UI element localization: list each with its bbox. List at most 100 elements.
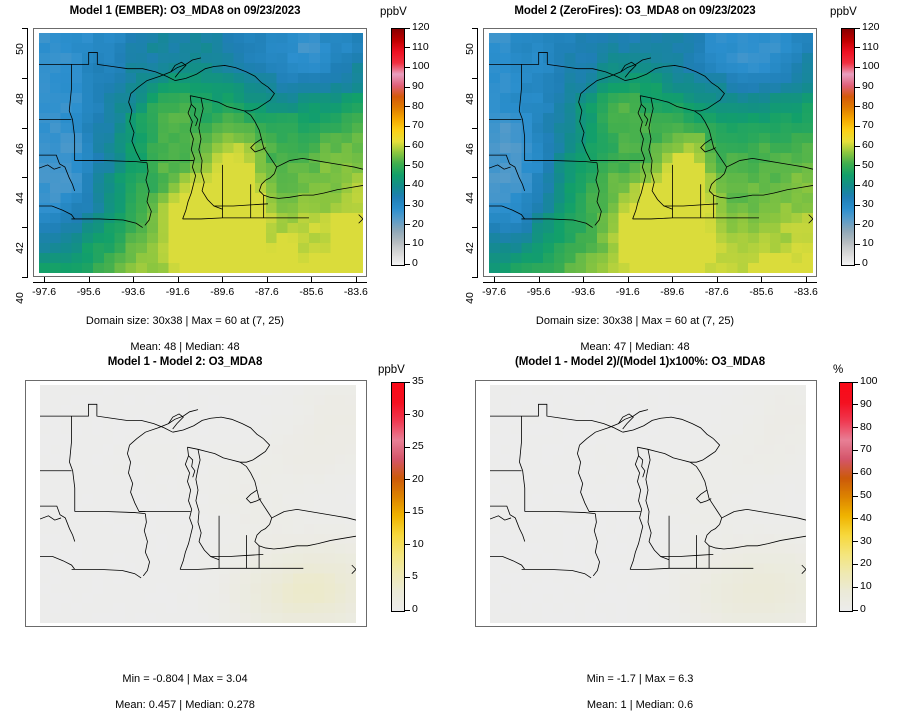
panel-diff-pct-colorbar-strip <box>839 382 853 612</box>
state-boundary-path <box>709 174 752 199</box>
state-boundary-path <box>191 104 197 126</box>
colorbar-tick <box>855 243 860 245</box>
x-axis-tick-label: -91.6 <box>165 286 190 298</box>
state-boundary-path <box>580 410 648 445</box>
x-axis-tick-label: -95.6 <box>526 286 551 298</box>
state-boundary-path <box>625 65 718 87</box>
colorbar-tick <box>855 106 860 108</box>
panel-diff-pct-colorbar-title: % <box>833 364 844 376</box>
state-boundary-path <box>240 439 269 463</box>
colorbar-tick-label: 35 <box>412 375 424 387</box>
state-boundary-path <box>189 456 195 477</box>
colorbar-tick-label: 60 <box>412 139 424 151</box>
y-axis-tick <box>22 277 28 278</box>
state-boundary-path <box>753 185 813 195</box>
panel-model2-boundaries <box>489 33 813 273</box>
colorbar-tick-label: 90 <box>860 397 872 410</box>
state-boundary-path <box>240 462 272 524</box>
state-boundary-path <box>211 554 264 556</box>
colorbar-tick <box>855 27 860 29</box>
panel-model1-x-axis: -97.6 -95.6 -93.6 -91.6 -89.6 -87.6 -85.6 -83.6 <box>32 277 368 317</box>
state-boundary-path <box>39 165 61 169</box>
state-boundary-path <box>75 161 147 163</box>
y-axis-tick <box>472 127 478 129</box>
x-axis-tick-label: -91.6 <box>615 286 640 298</box>
colorbar-tick <box>405 381 410 383</box>
y-axis-tick-label: 50 <box>464 43 476 55</box>
state-boundary-path <box>40 506 75 541</box>
colorbar-tick-label: 120 <box>412 21 430 33</box>
state-boundary-path <box>701 139 716 152</box>
x-axis-tick-label: -85.6 <box>749 286 774 298</box>
state-boundary-path <box>188 96 196 185</box>
state-boundary-path <box>630 568 669 569</box>
state-boundary-path <box>131 58 201 94</box>
state-boundary-path <box>490 557 525 570</box>
colorbar-tick-label: 110 <box>862 40 879 53</box>
state-boundary-path <box>722 512 735 518</box>
y-axis-tick-label: 48 <box>14 92 26 105</box>
colorbar-tick <box>853 609 858 611</box>
state-boundary-path <box>259 174 302 199</box>
colorbar-tick-label: 50 <box>862 158 874 171</box>
colorbar-tick <box>405 47 410 49</box>
x-axis-tick <box>177 277 179 283</box>
colorbar-tick-label: 0 <box>412 603 418 615</box>
state-boundary-path <box>521 219 592 228</box>
state-boundary-path <box>694 87 724 111</box>
state-boundary-path <box>244 87 274 111</box>
colorbar-tick <box>853 381 858 383</box>
colorbar-tick <box>855 66 860 68</box>
panel-model2-plot-frame <box>483 28 817 277</box>
colorbar-tick <box>405 125 410 127</box>
state-boundary-path <box>129 94 141 161</box>
state-boundary-path <box>489 206 525 219</box>
y-axis-tick <box>22 227 28 229</box>
state-boundary-path <box>519 416 524 511</box>
x-axis-tick <box>761 277 763 283</box>
colorbar-tick-label: 10 <box>412 237 424 250</box>
panel-diff-pct-title: (Model 1 - Model 2)/(Model 1)x100%: O3_M… <box>514 356 766 368</box>
state-boundary-path <box>40 404 173 432</box>
colorbar-tick-label: 15 <box>412 505 424 518</box>
colorbar-tick-label: 100 <box>860 375 878 387</box>
colorbar-tick-label: 10 <box>860 580 872 593</box>
panel-model2-colorbar: ppbV 0 10 20 30 40 50 60 70 80 90 100 110 120 <box>830 6 900 278</box>
colorbar-tick <box>405 224 410 226</box>
colorbar-tick <box>405 263 410 265</box>
y-axis-tick-label: 46 <box>14 142 26 155</box>
state-boundary-path <box>69 64 74 160</box>
colorbar-tick <box>405 511 410 513</box>
x-axis-tick <box>44 277 46 283</box>
panel-model2-colorbar-strip <box>841 28 855 266</box>
colorbar-tick-label: 80 <box>860 420 872 433</box>
colorbar-tick <box>853 586 858 588</box>
colorbar-tick <box>405 446 410 448</box>
colorbar-tick <box>853 404 858 406</box>
panel-diff-abs-colorbar-title: ppbV <box>378 364 405 376</box>
state-boundary-path <box>740 158 813 169</box>
colorbar-tick <box>405 609 410 611</box>
colorbar-tick <box>855 224 860 226</box>
state-boundary-path <box>664 204 718 206</box>
colorbar-tick <box>855 145 860 147</box>
state-boundary-path <box>489 155 525 191</box>
state-boundary-path <box>705 524 747 549</box>
colorbar-tick-label: 110 <box>412 40 429 53</box>
panel-model1-caption: Domain size: 30x38 | Max = 60 at (7, 25)… <box>0 302 410 367</box>
panel-model2-y-axis: 50 48 46 44 42 40 <box>450 28 483 304</box>
state-boundary-path <box>277 161 290 167</box>
x-axis-tick-label: -89.6 <box>210 286 235 298</box>
state-boundary-path <box>173 417 264 438</box>
x-axis-tick-label: -95.6 <box>76 286 101 298</box>
x-axis-tick-label: -87.6 <box>254 286 279 298</box>
state-boundary-path <box>39 155 75 191</box>
colorbar-tick-label: 70 <box>412 119 424 132</box>
x-axis-tick <box>133 277 135 283</box>
state-boundary-path <box>490 516 511 520</box>
panel-model1-colorbar-strip <box>391 28 405 266</box>
panel-model2-caption: Domain size: 30x38 | Max = 60 at (7, 25)… <box>410 302 860 367</box>
colorbar-tick-label: 70 <box>860 443 872 456</box>
colorbar-tick-label: 10 <box>862 237 874 250</box>
colorbar-tick-label: 30 <box>860 534 872 547</box>
